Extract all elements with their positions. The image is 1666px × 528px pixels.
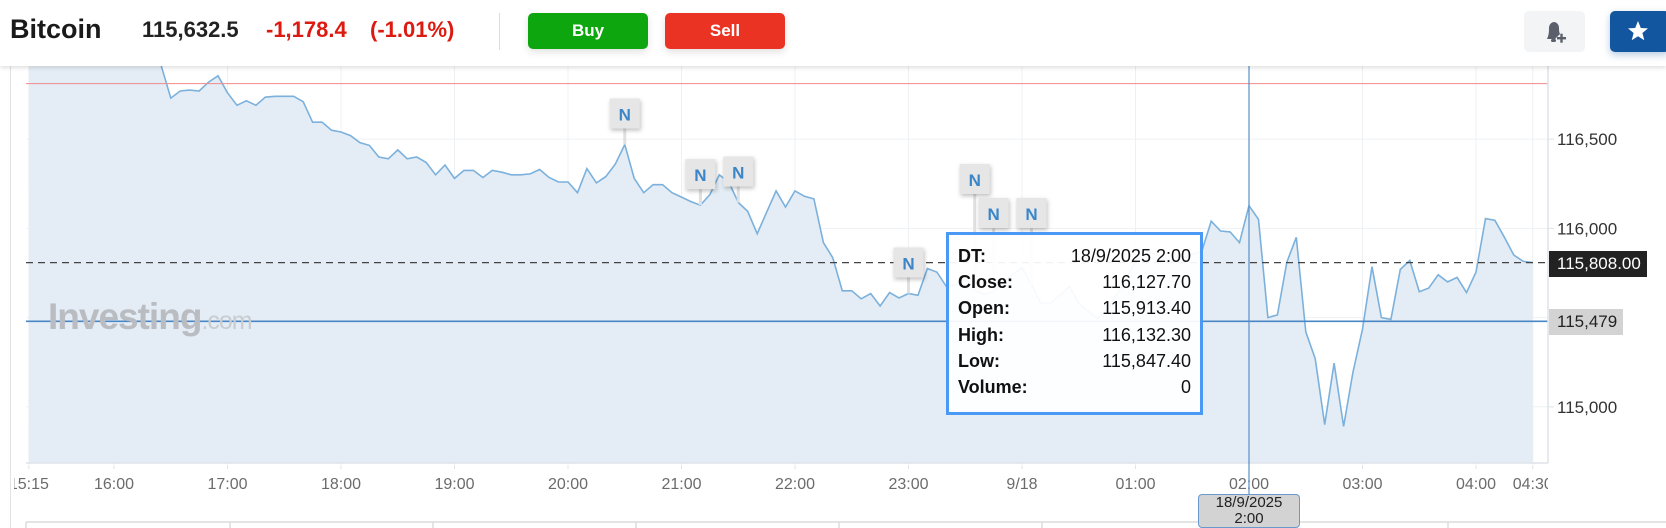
tooltip-row-high: High: 116,132.30: [958, 325, 1191, 345]
last-price-label: 115,808.00: [1549, 251, 1647, 277]
x-tick-label: 23:00: [888, 476, 928, 493]
news-marker-label: N: [902, 254, 914, 273]
header-divider: [499, 13, 500, 50]
x-tick-label: 04:30: [1513, 476, 1553, 493]
x-tick-label: 9/18: [1006, 476, 1037, 493]
x-tick-label: 16:00: [94, 476, 134, 493]
x-tick-label: 20:00: [548, 476, 588, 493]
news-marker-label: N: [619, 106, 631, 125]
x-tick-label: 19:00: [434, 476, 474, 493]
x-tick-label: 01:00: [1115, 476, 1155, 493]
x-tick-label: 18:00: [321, 476, 361, 493]
crosshair-date-label: 18/9/2025 2:00: [1198, 494, 1300, 528]
ohlc-tooltip: DT: 18/9/2025 2:00 Close: 116,127.70 Open:…: [946, 232, 1203, 415]
sell-button[interactable]: Sell: [665, 13, 785, 49]
x-tick-label: 04:00: [1456, 476, 1496, 493]
horizontal-line-label: 115,479: [1549, 309, 1624, 335]
tooltip-row-open: Open: 115,913.40: [958, 298, 1191, 318]
x-tick-label: 03:00: [1342, 476, 1382, 493]
news-marker[interactable]: N: [723, 156, 754, 203]
star-icon: [1628, 21, 1648, 41]
news-marker-label: N: [694, 166, 706, 185]
tooltip-row-volume: Volume: 0: [958, 377, 1191, 397]
price-line: [160, 66, 1533, 427]
news-marker-label: N: [969, 171, 981, 190]
x-tick-label: 22:00: [775, 476, 815, 493]
x-tick-label: 21:00: [661, 476, 701, 493]
bell-plus-icon: [1547, 22, 1566, 43]
tooltip-row-close: Close: 116,127.70: [958, 272, 1191, 292]
news-marker[interactable]: N: [609, 98, 640, 145]
instrument-title: Bitcoin: [10, 14, 102, 44]
add-to-watchlist-button[interactable]: [1610, 11, 1666, 52]
price-change-percent: (-1.01%): [370, 17, 455, 42]
y-tick-label: 116,000: [1557, 219, 1617, 238]
news-marker-label: N: [1025, 205, 1037, 224]
last-price: 115,632.5: [142, 17, 239, 42]
investing-watermark: Investing.com: [48, 296, 253, 337]
bottom-panel: [25, 521, 1666, 528]
news-marker[interactable]: N: [893, 247, 924, 294]
news-marker-label: N: [732, 163, 744, 182]
news-marker-label: N: [987, 205, 999, 224]
x-tick-label: 15:15: [9, 476, 49, 493]
price-area: [28, 66, 1533, 463]
tooltip-row-low: Low: 115,847.40: [958, 351, 1191, 371]
y-tick-label: 116,500: [1557, 130, 1617, 149]
buy-button[interactable]: Buy: [528, 13, 648, 49]
chart-left-border: [10, 66, 11, 528]
x-tick-label: 17:00: [207, 476, 247, 493]
add-alert-button[interactable]: [1524, 11, 1585, 52]
instrument-header: Bitcoin 115,632.5 -1,178.4 (-1.01%) Buy …: [0, 0, 1666, 66]
price-change: -1,178.4: [266, 17, 347, 42]
tooltip-row-dt: DT: 18/9/2025 2:00: [958, 246, 1191, 266]
news-marker[interactable]: N: [685, 159, 716, 206]
y-tick-label: 115,000: [1557, 398, 1617, 417]
